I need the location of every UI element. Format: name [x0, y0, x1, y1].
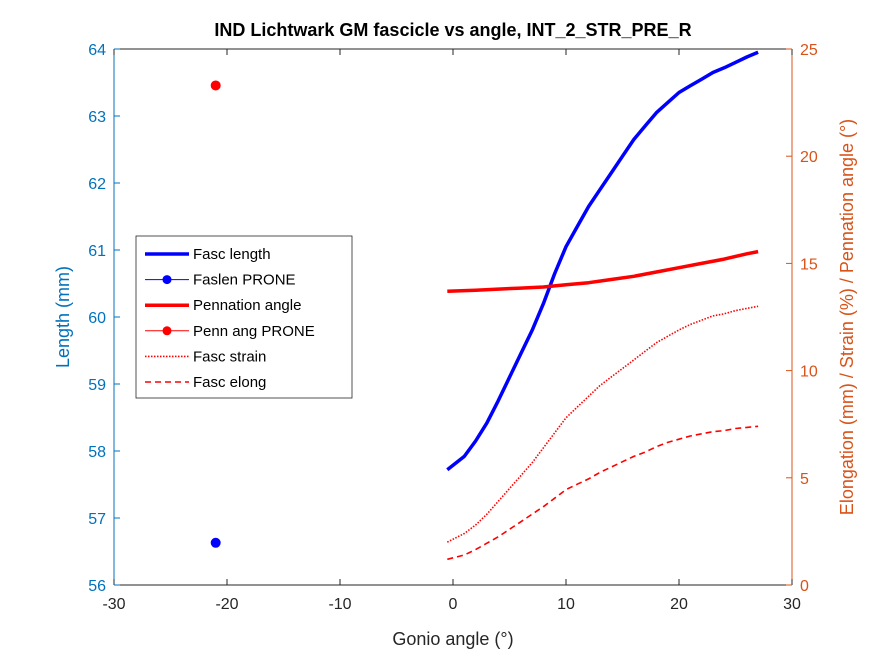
x-ticks: -30 -20 -10 0 10 20 30 — [102, 49, 801, 613]
y-left-tick-label-5: 61 — [88, 243, 106, 260]
legend-marker-faslen-prone — [162, 275, 172, 285]
y-right-tick-label-2: 10 — [800, 364, 818, 381]
chart-title: IND Lichtwark GM fascicle vs angle, INT_… — [214, 20, 691, 40]
legend-label-fasc-elong: Fasc elong — [193, 374, 266, 391]
series-layer — [210, 50, 759, 561]
x-tick-label-1: -20 — [215, 596, 238, 613]
x-tick-label-5: 20 — [670, 596, 688, 613]
y-left-tick-label-3: 59 — [88, 377, 106, 394]
y-left-tick-label-7: 63 — [88, 109, 106, 126]
legend-label-pennation-angle: Pennation angle — [193, 297, 301, 314]
point-faslen-prone-0 — [210, 537, 221, 548]
legend-marker-penn-ang-prone — [162, 326, 172, 336]
y-left-tick-label-6: 62 — [88, 176, 106, 193]
series-line-fasc-length — [446, 50, 759, 472]
legend-label-penn-ang-prone: Penn ang PRONE — [193, 323, 315, 340]
legend-label-fasc-length: Fasc length — [193, 246, 271, 263]
y-left-tick-label-0: 56 — [88, 578, 106, 595]
legend-label-fasc-strain: Fasc strain — [193, 348, 266, 365]
x-axis-label: Gonio angle (°) — [392, 629, 513, 649]
y-left-tick-label-8: 64 — [88, 42, 106, 59]
y-left-tick-label-1: 57 — [88, 511, 106, 528]
y-right-tick-label-1: 5 — [800, 471, 809, 488]
point-penn-ang-prone-0 — [210, 80, 221, 91]
y-right-tick-label-5: 25 — [800, 42, 818, 59]
y-right-tick-label-3: 15 — [800, 256, 818, 273]
legend-label-faslen-prone: Faslen PRONE — [193, 272, 296, 289]
x-tick-label-4: 10 — [557, 596, 575, 613]
y-left-tick-label-2: 58 — [88, 444, 106, 461]
legend: Fasc length Faslen PRONE Pennation angle Pe… — [135, 235, 353, 399]
y-left-tick-label-4: 60 — [88, 310, 106, 327]
series-line-pennation-angle — [447, 249, 759, 294]
x-tick-label-6: 30 — [783, 596, 801, 613]
y-right-tick-label-0: 0 — [800, 578, 809, 595]
legend-box — [135, 235, 353, 399]
y-left-axis-label: Length (mm) — [53, 266, 73, 368]
y-right-ticks: 0 5 10 15 20 25 — [786, 42, 818, 595]
legend-items: Fasc length Faslen PRONE Pennation angle Pe… — [145, 246, 315, 391]
y-right-tick-label-4: 20 — [800, 149, 818, 166]
y-left-ticks: 56 57 58 59 60 61 62 63 64 — [88, 42, 120, 595]
x-tick-label-0: -30 — [102, 596, 125, 613]
y-right-axis-label: Elongation (mm) / Strain (%) / Pennation… — [837, 119, 857, 515]
x-tick-label-3: 0 — [449, 596, 458, 613]
series-line-fasc-elong — [447, 425, 759, 561]
x-tick-label-2: -10 — [328, 596, 351, 613]
